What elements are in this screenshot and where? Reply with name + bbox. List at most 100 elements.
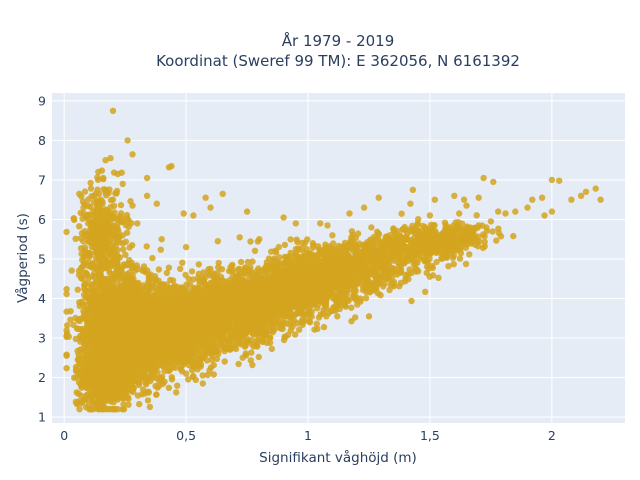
scatter-point: [144, 267, 151, 274]
scatter-point: [63, 365, 70, 372]
scatter-point: [239, 332, 246, 339]
scatter-point: [131, 305, 138, 312]
scatter-point: [197, 306, 205, 313]
scatter-point: [268, 345, 275, 353]
scatter-point: [167, 317, 174, 325]
scatter-point: [159, 349, 167, 357]
scatter-point: [138, 286, 145, 293]
scatter-point: [182, 330, 189, 337]
scatter-point: [125, 320, 132, 328]
scatter-point: [144, 397, 152, 404]
scatter-point: [170, 356, 177, 363]
scatter-point: [74, 286, 82, 293]
scatter-point: [139, 339, 146, 346]
scatter-point: [188, 268, 196, 275]
scatter-point: [179, 299, 186, 307]
scatter-point: [149, 280, 156, 287]
scatter-point: [135, 312, 142, 319]
scatter-point: [185, 287, 192, 294]
scatter-point: [166, 330, 173, 337]
scatter-point: [175, 319, 182, 327]
scatter-point: [128, 313, 135, 320]
scatter-point: [159, 281, 166, 289]
scatter-point: [78, 298, 86, 305]
scatter-point: [153, 391, 160, 398]
scatter-point: [92, 293, 99, 300]
scatter-point: [153, 375, 160, 382]
data-points: [63, 107, 604, 413]
scatter-point: [98, 326, 105, 333]
scatter-point: [183, 281, 190, 288]
scatter-point: [84, 294, 91, 301]
scatter-point: [136, 400, 143, 408]
scatter-point: [165, 336, 172, 343]
scatter-point: [221, 358, 228, 365]
scatter-point: [139, 298, 147, 305]
scatter-point: [136, 365, 144, 372]
scatter-point: [120, 246, 127, 253]
scatter-point: [153, 328, 160, 335]
scatter-point: [164, 302, 172, 310]
scatter-point: [203, 357, 211, 364]
scatter-point: [153, 359, 160, 366]
scatter-point: [200, 269, 207, 276]
scatter-point: [121, 341, 129, 348]
scatter-point: [199, 380, 206, 387]
scatter-point: [119, 286, 126, 293]
scatter-point: [155, 287, 162, 294]
scatter-point: [164, 293, 172, 300]
scatter-point: [99, 294, 106, 301]
scatter-point: [255, 353, 262, 361]
scatter-point: [143, 243, 150, 250]
scatter-point: [92, 313, 99, 320]
scatter-point: [153, 306, 160, 314]
scatter-point: [63, 322, 71, 329]
scatter-point: [111, 272, 119, 280]
scatter-point: [134, 346, 141, 353]
scatter-point: [134, 392, 142, 399]
scatter-point: [209, 330, 216, 337]
scatter-point: [147, 339, 154, 346]
scatter-point: [206, 346, 213, 354]
scatter-point: [146, 403, 154, 411]
scatter-point: [188, 367, 196, 374]
scatter-point: [161, 378, 168, 385]
scatter-point: [204, 371, 211, 379]
scatter-point: [135, 321, 142, 328]
scatter-point: [108, 319, 116, 326]
scatter-point: [147, 362, 154, 370]
scatter-point: [123, 348, 130, 356]
scatter-point: [197, 363, 204, 370]
scatter-point: [189, 373, 197, 380]
scatter-point: [81, 285, 88, 292]
scatter-point: [187, 308, 195, 315]
scatter-point: [225, 345, 232, 352]
scatter-point: [173, 389, 180, 396]
scatter-point: [143, 316, 150, 323]
scatter-point: [235, 360, 242, 368]
scatter-point: [145, 389, 152, 396]
scatter-point: [118, 320, 125, 327]
scatter-point: [76, 406, 83, 413]
scatter-point: [149, 254, 156, 262]
scatter-point: [166, 284, 173, 292]
scatter-point: [177, 265, 184, 272]
scatter-point: [158, 332, 166, 339]
scatter-point: [114, 406, 122, 413]
scatter-point: [165, 264, 173, 271]
scatter-point: [114, 277, 122, 285]
scatter-point: [129, 272, 136, 279]
scatter-point: [155, 266, 163, 273]
scatter-point: [154, 319, 162, 327]
scatter-point: [179, 259, 186, 266]
scatter-point: [217, 340, 225, 347]
scatter-point: [135, 354, 142, 362]
scatter-point: [207, 338, 215, 346]
scatter-point: [178, 311, 185, 318]
scatter-point: [63, 332, 70, 339]
scatter-point: [63, 308, 70, 315]
scatter-point: [242, 350, 249, 357]
scatter-point: [86, 306, 93, 314]
